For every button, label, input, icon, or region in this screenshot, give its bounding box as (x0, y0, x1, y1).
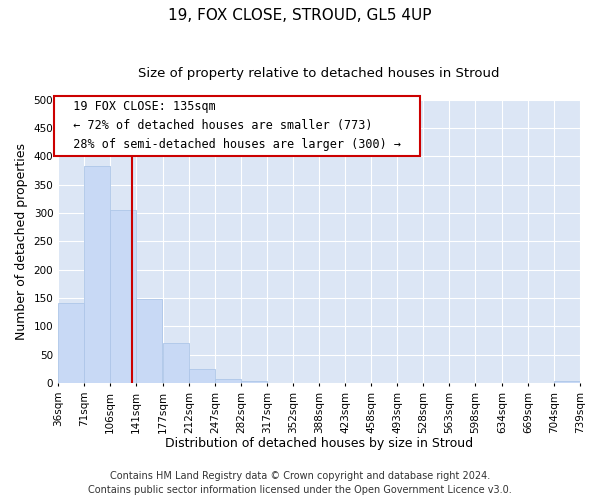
Text: 19, FOX CLOSE, STROUD, GL5 4UP: 19, FOX CLOSE, STROUD, GL5 4UP (168, 8, 432, 22)
Bar (163, 344, 189, 383)
Text: 19 FOX CLOSE: 135sqm  
  ← 72% of detached houses are smaller (773)  
  28% of s: 19 FOX CLOSE: 135sqm ← 72% of detached h… (59, 100, 415, 152)
Bar (58, 303, 84, 383)
X-axis label: Distribution of detached houses by size in Stroud: Distribution of detached houses by size … (165, 437, 473, 450)
Bar (241, 381, 267, 383)
Bar (189, 370, 215, 383)
Bar (136, 298, 162, 383)
Y-axis label: Number of detached properties: Number of detached properties (15, 143, 28, 340)
Bar (84, 166, 110, 383)
Bar (110, 210, 136, 383)
Title: Size of property relative to detached houses in Stroud: Size of property relative to detached ho… (139, 68, 500, 80)
Text: Contains HM Land Registry data © Crown copyright and database right 2024.
Contai: Contains HM Land Registry data © Crown c… (88, 471, 512, 495)
Bar (215, 379, 241, 383)
Bar (554, 381, 580, 383)
